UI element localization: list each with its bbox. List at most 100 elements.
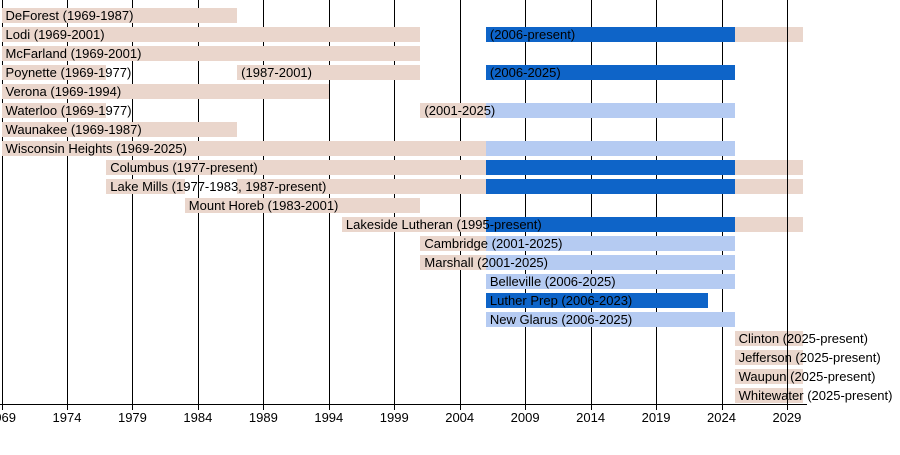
axis-tick-label: 2009 [510, 410, 540, 425]
bar-label: (2006-2025) [489, 65, 561, 80]
timeline-bar [341, 217, 486, 232]
year-gridline [1, 0, 3, 404]
bar-label: Lake Mills (1977-1983, 1987-present) [110, 179, 327, 194]
axis-tick-label: 2029 [772, 410, 802, 425]
axis-tick-label: 2019 [641, 410, 671, 425]
bar-label: Waterloo (1969-1977) [5, 103, 132, 118]
axis-tick [525, 404, 527, 410]
axis-tick-label: 1984 [183, 410, 213, 425]
bar-label: Mount Horeb (1983-2001) [188, 198, 339, 213]
timeline-bar [237, 179, 486, 194]
bar-label: Lakeside Lutheran (1995-present) [345, 217, 542, 232]
bar-label: Marshall (2001-2025) [424, 255, 548, 270]
axis-tick [132, 404, 134, 410]
timeline-bar [734, 179, 803, 194]
year-gridline [721, 0, 723, 404]
year-gridline [590, 0, 592, 404]
bar-label: (1987-2001) [241, 65, 312, 80]
bar-label: Verona (1969-1994) [5, 84, 122, 99]
timeline-bar [420, 255, 486, 270]
bar-label: McFarland (1969-2001) [5, 46, 142, 61]
bar-label: Waunakee (1969-1987) [5, 122, 142, 137]
timeline-bar [1, 103, 107, 118]
timeline-bar [1, 84, 329, 99]
timeline-bar [734, 331, 803, 346]
bar-label: Whitewater (2025-present) [738, 388, 893, 403]
bar-label: Belleville (2006-2025) [489, 274, 616, 289]
timeline-bar [485, 274, 735, 289]
axis-tick [1, 404, 3, 410]
timeline-bar [734, 217, 803, 232]
axis-tick [394, 404, 396, 410]
timeline-bar [1, 8, 238, 23]
timeline-bar [734, 388, 803, 403]
axis-tick [590, 404, 592, 410]
timeline-bar [734, 160, 803, 175]
bar-label: Clinton (2025-present) [738, 331, 868, 346]
bar-label: Cambridge (2001-2025) [424, 236, 563, 251]
axis-tick [656, 404, 658, 410]
year-gridline [525, 0, 527, 404]
timeline-bar [485, 179, 735, 194]
timeline-bar [485, 103, 735, 118]
axis-tick-label: 2024 [707, 410, 736, 425]
bar-label: DeForest (1969-1987) [5, 8, 134, 23]
timeline-bar [1, 46, 421, 61]
bar-label: (2006-present) [489, 27, 576, 42]
axis-tick [459, 404, 461, 410]
year-gridline [67, 0, 68, 404]
bar-label: Jefferson (2025-present) [738, 350, 881, 365]
timeline-bar [734, 350, 803, 365]
year-gridline [786, 0, 788, 404]
bar-label: Poynette (1969-1977) [5, 65, 132, 80]
timeline-bar [485, 27, 735, 42]
axis-tick [67, 404, 68, 410]
timeline-bar [1, 141, 486, 156]
bar-label: Wisconsin Heights (1969-2025) [5, 141, 187, 156]
timeline-bar [485, 255, 735, 270]
year-gridline [656, 0, 658, 404]
timeline-bar [485, 236, 735, 251]
axis-tick [197, 404, 199, 410]
timeline-bar [1, 122, 238, 137]
bar-label: Luther Prep (2006-2023) [489, 293, 633, 308]
axis-tick-label: 1989 [248, 410, 278, 425]
bar-label: Lodi (1969-2001) [5, 27, 105, 42]
bar-label: Waupun (2025-present) [738, 369, 876, 384]
timeline-bar [420, 236, 486, 251]
timeline-bar [485, 65, 735, 80]
axis-tick-label: 1974 [52, 410, 82, 425]
year-gridline [132, 0, 134, 404]
bar-label: (2001-2025) [424, 103, 496, 118]
timeline-bar [106, 160, 486, 175]
axis-tick-label: 2004 [445, 410, 475, 425]
timeline-bar [237, 65, 421, 80]
bar-label: Columbus (1977-present) [110, 160, 258, 175]
timeline-bar [106, 179, 185, 194]
axis-tick-label: 2014 [576, 410, 606, 425]
timeline-bar [734, 369, 803, 384]
axis-tick-label: 1969 [0, 410, 17, 425]
timeline-bar [485, 312, 735, 327]
axis-tick-label: 1994 [314, 410, 344, 425]
axis-tick-label: 1979 [117, 410, 147, 425]
axis-tick [786, 404, 788, 410]
timeline-bar [184, 198, 421, 213]
timeline-bar [734, 27, 803, 42]
axis-tick [721, 404, 723, 410]
bar-label: New Glarus (2006-2025) [489, 312, 633, 327]
year-gridline [459, 0, 461, 404]
axis-tick [263, 404, 265, 410]
timeline-bar [485, 293, 709, 308]
axis-tick [328, 404, 330, 410]
timeline-bar [485, 141, 735, 156]
timeline-bar [1, 65, 107, 80]
x-axis-line [0, 404, 807, 405]
timeline-bar [420, 103, 486, 118]
timeline-bar [1, 27, 421, 42]
timeline-bar [485, 160, 735, 175]
